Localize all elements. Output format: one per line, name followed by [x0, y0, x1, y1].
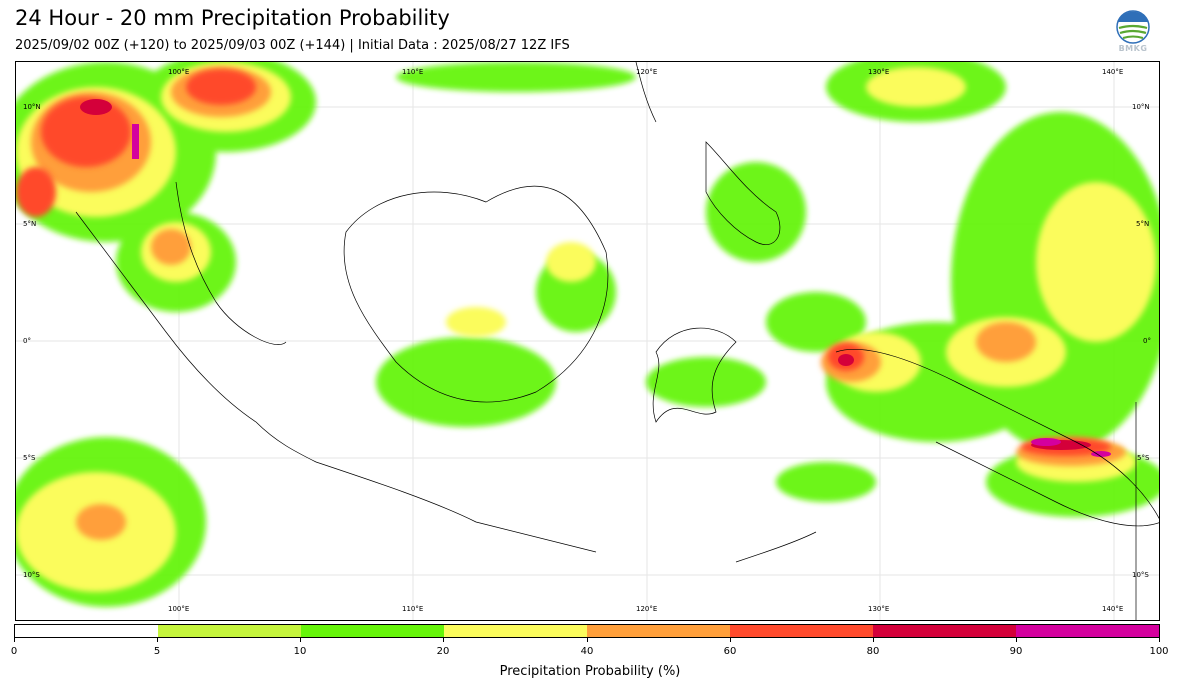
lon-label-bottom: 120°E: [636, 605, 658, 613]
colorbar-segment: [301, 625, 444, 637]
lon-label-bottom: 140°E: [1102, 605, 1124, 613]
map-title: 24 Hour - 20 mm Precipitation Probabilit…: [15, 6, 450, 30]
colorbar-segment: [730, 625, 873, 637]
lat-label-right: 10°N: [1132, 103, 1150, 111]
lat-label-right: 5°N: [1136, 220, 1150, 228]
colorbar-tick: [157, 638, 158, 642]
lat-label-left: 5°N: [23, 220, 37, 228]
lon-label-top: 100°E: [168, 68, 190, 76]
lat-label-right: 0°: [1143, 337, 1151, 345]
colorbar-tick-label: 90: [1009, 646, 1023, 657]
colorbar-tick-label: 0: [10, 646, 18, 657]
colorbar-tick: [443, 638, 444, 642]
colorbar-tick-label: 10: [293, 646, 307, 657]
lat-label-left: 5°S: [23, 454, 36, 462]
colorbar-segment: [15, 625, 158, 637]
colorbar-segment: [587, 625, 730, 637]
probability-colorbar: [14, 624, 1160, 638]
lon-label-top: 130°E: [868, 68, 890, 76]
bmkg-logo: [1116, 10, 1150, 44]
precip-field-magenta: [132, 124, 1111, 457]
colorbar-tick: [873, 638, 874, 642]
bmkg-logo-text: BMKG: [1118, 44, 1148, 53]
map-subtitle: 2025/09/02 00Z (+120) to 2025/09/03 00Z …: [15, 38, 570, 53]
lon-label-bottom: 110°E: [402, 605, 424, 613]
colorbar-tick-label: 60: [723, 646, 737, 657]
lat-label-left: 10°S: [23, 571, 40, 579]
map-canvas: [16, 62, 1159, 620]
colorbar-tick: [730, 638, 731, 642]
colorbar-segment: [1016, 625, 1159, 637]
lat-label-right: 10°S: [1132, 571, 1149, 579]
colorbar-ticks: 0 5 10 20 40 60 80 90 100: [10, 638, 1169, 658]
colorbar-segment: [873, 625, 1016, 637]
lat-label-left: 0°: [23, 337, 31, 345]
colorbar-tick: [300, 638, 301, 642]
colorbar-tick: [1016, 638, 1017, 642]
lon-label-top: 120°E: [636, 68, 658, 76]
colorbar-tick-label: 20: [436, 646, 450, 657]
lon-label-top: 110°E: [402, 68, 424, 76]
lon-label-bottom: 100°E: [168, 605, 190, 613]
colorbar-tick: [587, 638, 588, 642]
colorbar-segment: [158, 625, 301, 637]
lat-label-left: 10°N: [23, 103, 41, 111]
colorbar-tick-label: 40: [580, 646, 594, 657]
colorbar-tick-label: 80: [866, 646, 880, 657]
precipitation-map: 100°E 110°E 120°E 130°E 140°E 100°E 110°…: [15, 61, 1160, 621]
colorbar-label: Precipitation Probability (%): [499, 664, 681, 679]
colorbar-tick: [14, 638, 15, 642]
lon-label-bottom: 130°E: [868, 605, 890, 613]
lon-label-top: 140°E: [1102, 68, 1124, 76]
colorbar-segment: [444, 625, 587, 637]
lat-label-right: 5°S: [1137, 454, 1150, 462]
coastlines: [75, 62, 1159, 620]
colorbar-tick-label: 5: [153, 646, 161, 657]
colorbar-tick: [1159, 638, 1160, 642]
colorbar-tick-label: 100: [1149, 646, 1169, 657]
